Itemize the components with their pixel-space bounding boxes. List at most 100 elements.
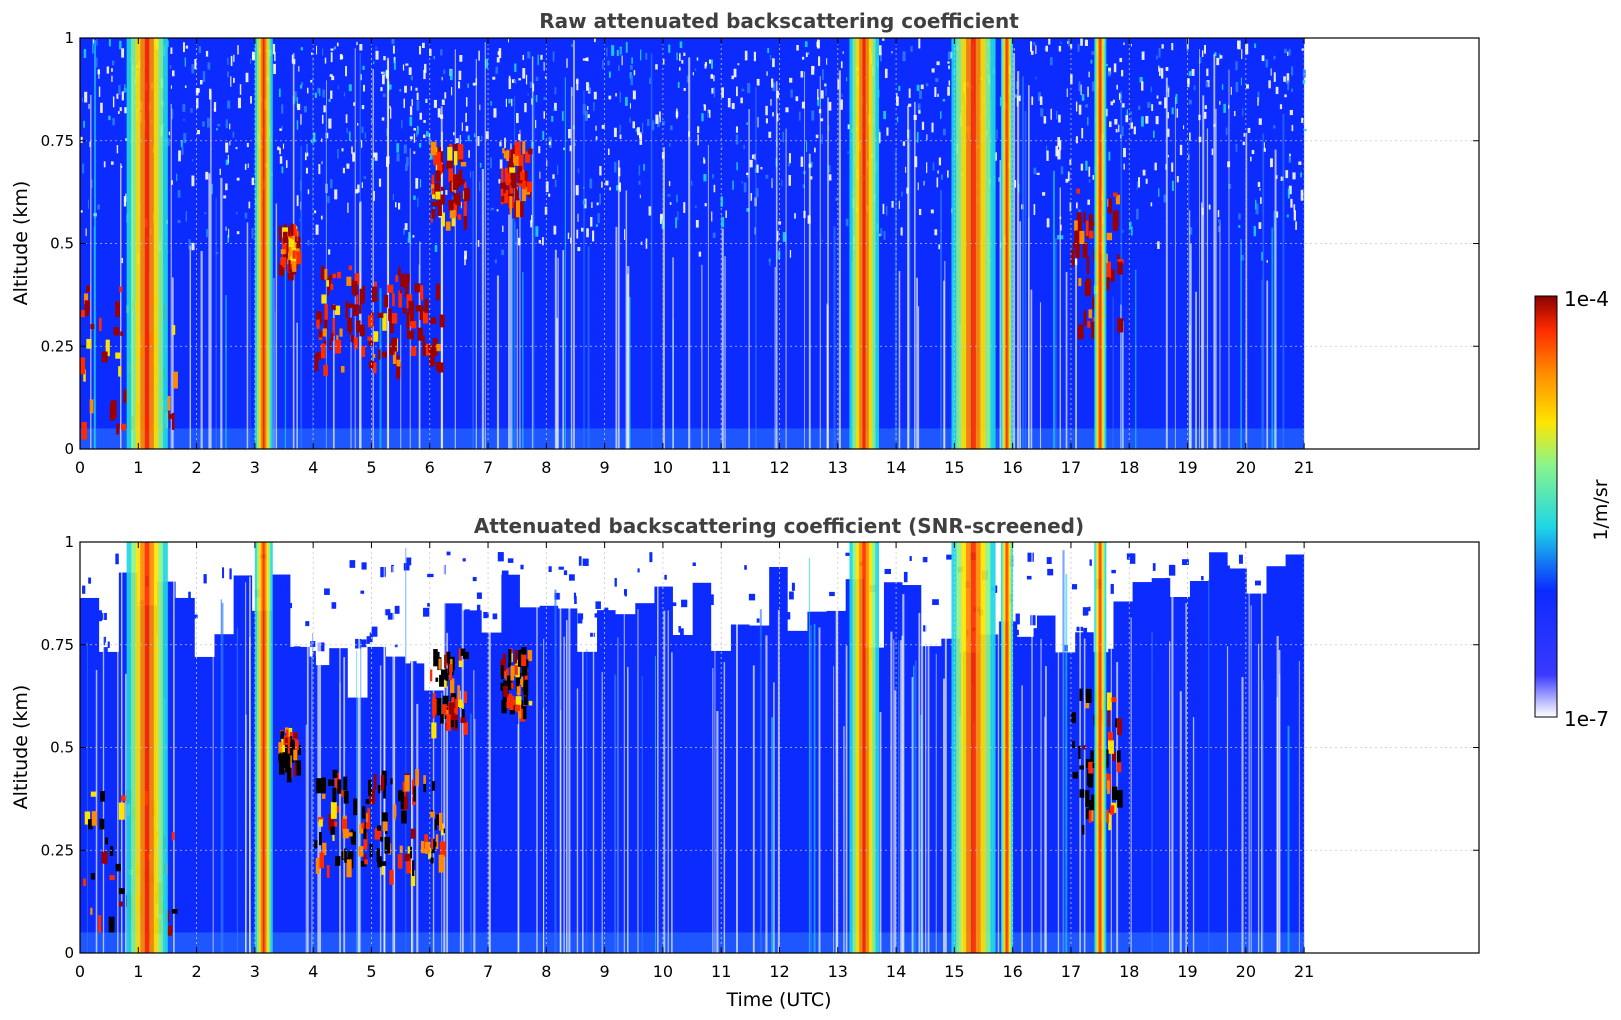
noise-speck: [191, 159, 194, 162]
screened-speck: [550, 631, 556, 641]
cloud-cell: [434, 819, 437, 831]
cloud-cell: [100, 790, 105, 802]
noise-speck: [721, 146, 723, 150]
chart-title: Raw attenuated backscattering coefficien…: [539, 9, 1019, 33]
noise-speck: [347, 202, 349, 213]
screened-speck: [360, 590, 365, 594]
screened-speck: [88, 577, 92, 584]
signal-streak: [1257, 643, 1260, 953]
cloud-cell: [517, 201, 524, 217]
cloud-cell: [397, 854, 403, 869]
cloud-cell: [1072, 771, 1079, 779]
noise-speck: [425, 98, 428, 103]
cloud-cell: [1079, 765, 1084, 770]
signal-streak: [897, 640, 900, 953]
noise-speck: [934, 86, 937, 98]
noise-speck: [433, 56, 435, 60]
cloud-cell: [451, 210, 456, 227]
cloud-cell: [350, 335, 354, 343]
signal-streak: [554, 589, 557, 953]
cloud-cell: [288, 743, 293, 756]
cloud-cell: [442, 695, 449, 706]
signal-streak: [488, 580, 491, 953]
noise-speck: [735, 126, 739, 133]
noise-speck: [750, 192, 753, 201]
cloud-cell: [346, 276, 352, 286]
noise-speck: [229, 123, 231, 130]
screened-speck: [380, 567, 386, 578]
screened-speck: [324, 588, 330, 595]
screened-speck: [1293, 608, 1298, 612]
cloud-cell: [363, 822, 367, 840]
cloud-cell: [334, 305, 341, 315]
cloud-cell: [1112, 192, 1118, 197]
noise-speck: [412, 235, 415, 238]
noise-speck: [595, 224, 599, 227]
noise-speck: [697, 134, 699, 146]
noise-speck: [171, 70, 175, 77]
noise-speck: [1067, 41, 1069, 44]
signal-streak: [489, 585, 491, 953]
noise-speck: [770, 98, 772, 106]
cloud-cell: [335, 339, 342, 354]
noise-speck: [423, 134, 426, 138]
noise-speck: [1300, 189, 1304, 201]
noise-speck: [668, 44, 671, 53]
x-tick-label: 20: [1236, 962, 1256, 981]
noise-speck: [701, 113, 704, 122]
signal-streak: [583, 90, 585, 450]
screened-speck: [912, 635, 920, 639]
noise-speck: [569, 145, 572, 152]
noise-speck: [1088, 71, 1090, 78]
cloud-cell: [1076, 188, 1080, 194]
cloud-cell: [455, 720, 458, 728]
x-tick-label: 14: [886, 458, 906, 477]
cloud-cell: [433, 153, 439, 165]
noise-speck: [1030, 50, 1034, 55]
noise-speck: [1087, 117, 1089, 126]
noise-speck: [1269, 158, 1273, 168]
cloud-cell: [432, 698, 437, 715]
signal-streak: [379, 665, 382, 953]
noise-speck: [1119, 92, 1121, 101]
screened-speck: [103, 647, 108, 657]
screened-region: [883, 542, 904, 583]
signal-streak: [845, 645, 848, 953]
noise-speck: [557, 165, 559, 175]
noise-speck: [415, 87, 418, 91]
screened-speck: [501, 570, 509, 582]
cloud-cell: [1116, 762, 1122, 773]
noise-speck: [585, 57, 588, 61]
screened-speck: [1126, 651, 1133, 662]
noise-speck: [1114, 118, 1118, 125]
cloud-cell: [422, 311, 429, 324]
noise-speck: [1055, 145, 1059, 157]
signal-streak: [556, 317, 559, 449]
noise-speck: [514, 63, 517, 72]
signal-streak: [755, 87, 757, 450]
noise-speck: [518, 78, 522, 81]
signal-streak: [274, 311, 276, 449]
cloud-cell: [506, 693, 513, 709]
noise-speck: [788, 174, 791, 186]
noise-speck: [1288, 185, 1292, 195]
cloud-cell: [528, 700, 533, 706]
cloud-cell: [1112, 217, 1118, 231]
chart-title: Attenuated backscattering coefficient (S…: [474, 514, 1084, 538]
noise-speck: [408, 67, 412, 76]
noise-speck: [619, 124, 621, 134]
noise-speck: [321, 161, 323, 165]
screened-speck: [240, 647, 243, 654]
cloud-cell: [288, 226, 291, 237]
noise-speck: [1015, 94, 1017, 98]
signal-streak: [1065, 271, 1068, 449]
noise-speck: [921, 121, 925, 130]
cloud-cell: [436, 343, 441, 352]
cloud-cell: [1117, 261, 1123, 275]
noise-speck: [670, 125, 673, 131]
screened-speck: [313, 650, 316, 658]
noise-speck: [721, 217, 725, 228]
noise-speck: [1084, 104, 1088, 108]
noise-speck: [919, 90, 922, 99]
screened-speck: [283, 599, 288, 611]
